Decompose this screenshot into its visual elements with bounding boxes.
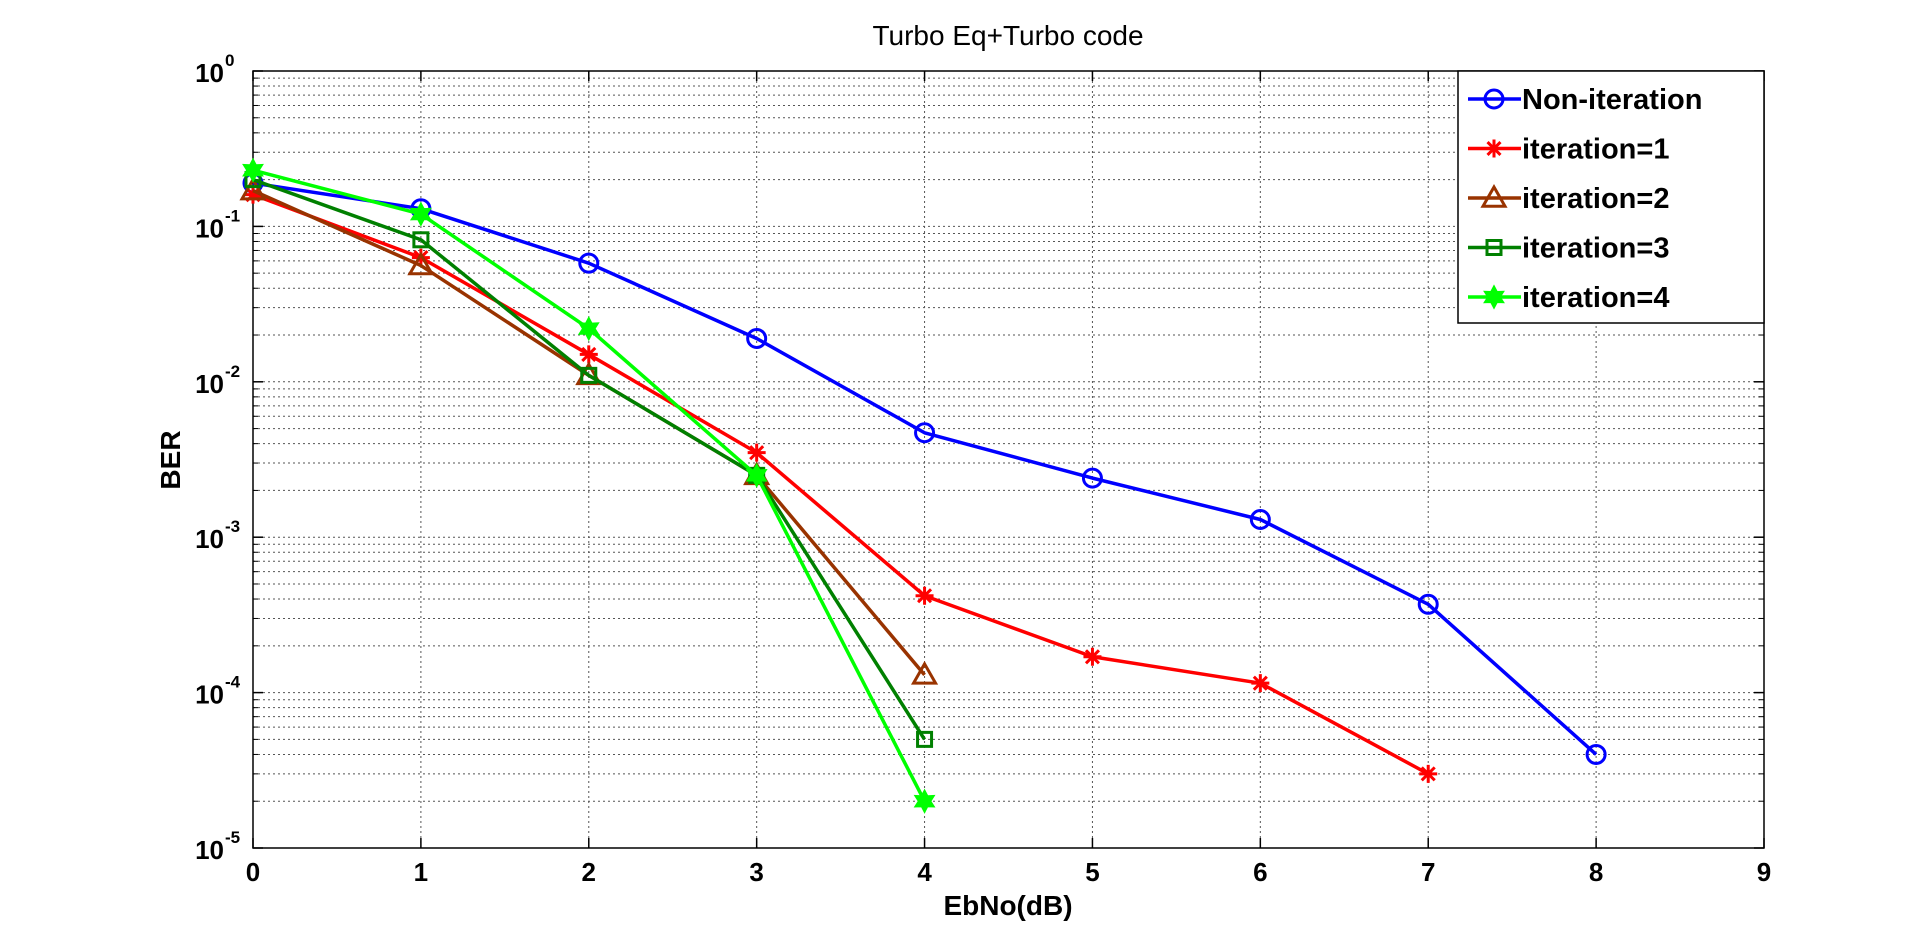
y-tick-base: 10: [195, 835, 224, 865]
legend-marker: [1483, 284, 1505, 310]
x-tick-label: 9: [1757, 857, 1771, 887]
y-tick-base: 10: [195, 369, 224, 399]
data-point: [1249, 508, 1271, 530]
star-marker-stroke: [915, 586, 934, 605]
legend-marker: [1485, 239, 1503, 256]
series-line: [252, 181, 1598, 756]
data-point: [1083, 647, 1102, 666]
data-point: [1585, 743, 1607, 765]
y-tick-exponent: -2: [225, 362, 240, 381]
y-axis-label: BER: [155, 430, 186, 489]
data-point: [1419, 764, 1438, 783]
legend-item: iteration=2: [1468, 183, 1669, 215]
data-point: [1081, 467, 1103, 489]
y-tick-label: 10 -5: [195, 828, 240, 865]
star-marker-stroke: [579, 345, 598, 364]
data-point: [409, 201, 432, 227]
data-point: [242, 157, 264, 183]
star-marker-stroke: [1251, 674, 1270, 693]
data-point: [411, 248, 430, 267]
star-marker-stroke: [1419, 764, 1438, 783]
y-tick-label: 10 -1: [195, 206, 240, 243]
legend-label: iteration=1: [1522, 134, 1669, 166]
data-point: [412, 231, 430, 249]
legend-marker: [1480, 183, 1508, 208]
data-point: [1417, 593, 1439, 615]
x-tick-label: 1: [414, 857, 428, 887]
y-tick-label: 10 0: [195, 51, 234, 88]
grid: [253, 71, 1764, 848]
y-tick-base: 10: [195, 524, 224, 554]
y-tick-label: 10 -2: [195, 362, 240, 399]
data-point: [745, 462, 768, 488]
data-point: [910, 660, 939, 685]
data-point: [239, 176, 267, 201]
series-line: [252, 193, 1430, 776]
star-marker-stroke: [747, 443, 766, 462]
x-axis-ticks: 0 1 2 3 4 5 6 7 8 9: [246, 857, 1771, 887]
x-tick-label: 8: [1589, 857, 1603, 887]
y-tick-base: 10: [195, 680, 224, 710]
legend-item: iteration=1: [1468, 134, 1669, 166]
y-tick-exponent: -3: [225, 517, 240, 536]
star-marker-stroke: [1485, 139, 1503, 158]
star-marker-stroke: [1083, 647, 1102, 666]
series: [239, 157, 1607, 814]
legend-item: iteration=4: [1468, 282, 1669, 314]
data-point: [914, 422, 936, 444]
y-tick-exponent: 0: [225, 51, 234, 70]
legend: Non-iteration iteration=1 iteration=2 itera…: [1457, 70, 1765, 324]
legend-marker: [1483, 88, 1505, 110]
y-tick-base: 10: [195, 213, 224, 243]
x-tick-label: 0: [246, 857, 260, 887]
data-point: [916, 730, 934, 748]
legend-label: iteration=4: [1522, 282, 1669, 314]
chart-title: Turbo Eq+Turbo code: [872, 20, 1143, 51]
legend-label: Non-iteration: [1522, 84, 1702, 116]
legend-label: iteration=3: [1522, 233, 1669, 265]
x-axis-label: EbNo(dB): [943, 890, 1072, 921]
data-point: [577, 315, 600, 342]
star-marker-stroke: [411, 248, 430, 267]
x-tick-label: 2: [582, 857, 596, 887]
series-line: [252, 177, 927, 741]
data-point: [579, 345, 598, 364]
legend-item: iteration=3: [1468, 233, 1669, 265]
x-tick-label: 4: [917, 857, 932, 887]
data-point: [747, 443, 766, 462]
y-tick-label: 10 -4: [195, 673, 241, 710]
y-tick-exponent: -4: [225, 673, 241, 692]
legend-item: Non-iteration: [1468, 84, 1702, 116]
data-point: [915, 586, 934, 605]
data-point: [244, 185, 262, 204]
x-tick-label: 5: [1085, 857, 1099, 887]
data-point: [913, 788, 936, 814]
x-tick-label: 7: [1421, 857, 1435, 887]
series-iteration-4: [242, 157, 936, 814]
data-point: [580, 366, 598, 384]
plot-frame: [252, 70, 1765, 849]
star-marker-stroke: [244, 185, 262, 204]
y-tick-base: 10: [195, 58, 224, 88]
y-tick-exponent: -5: [225, 828, 240, 847]
data-point: [578, 252, 600, 274]
data-point: [1251, 674, 1270, 693]
series-non-iteration: [242, 172, 1607, 765]
data-point: [407, 251, 435, 276]
y-tick-label: 10 -3: [195, 517, 240, 554]
data-point: [746, 327, 768, 349]
x-tick-label: 6: [1253, 857, 1267, 887]
series-iteration-1: [244, 185, 1438, 783]
legend-marker: [1485, 139, 1503, 158]
y-tick-exponent: -1: [225, 206, 240, 225]
x-tick-label: 3: [749, 857, 763, 887]
legend-label: iteration=2: [1522, 183, 1669, 215]
